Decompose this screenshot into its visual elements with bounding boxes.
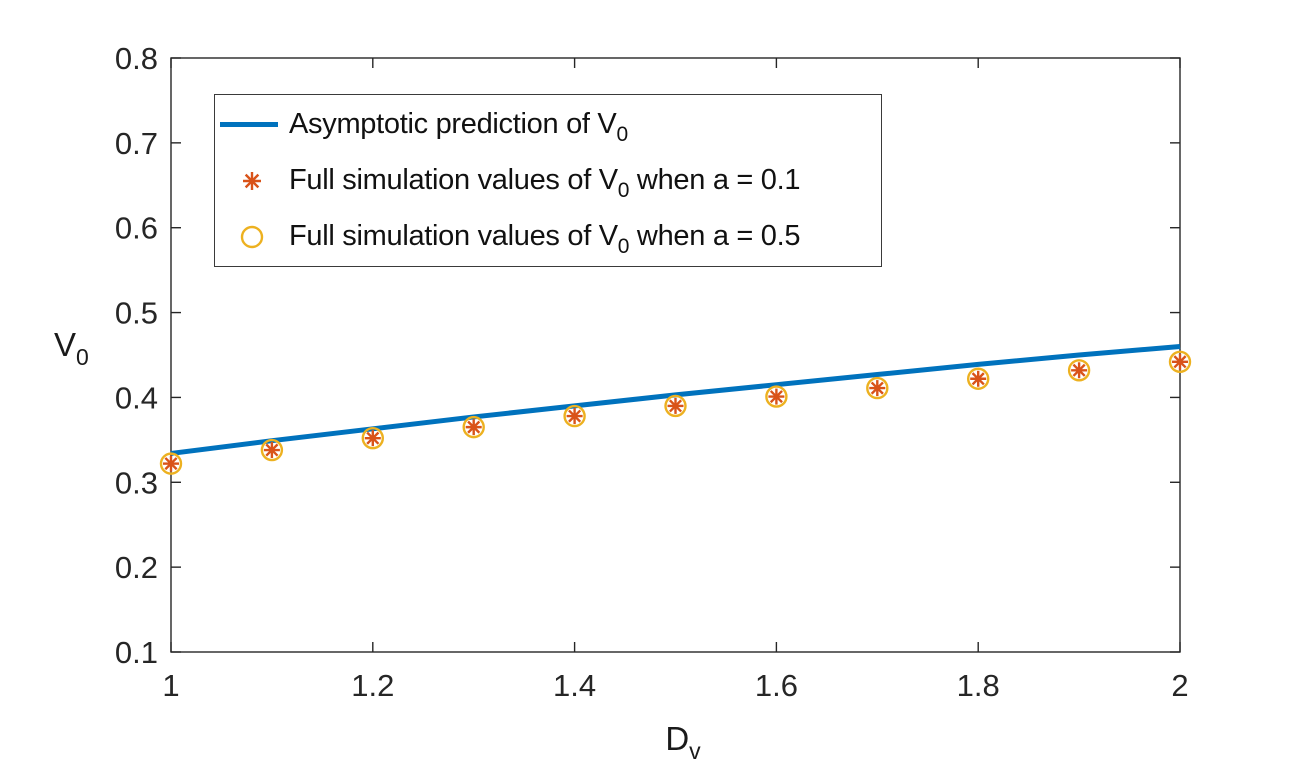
circle-marker: [664, 394, 687, 418]
circle-marker: [563, 404, 586, 428]
circle-marker: [462, 415, 485, 439]
y-axis-label: V0: [54, 326, 89, 370]
asterisk-marker: [1172, 353, 1188, 370]
asterisk-marker: [970, 370, 987, 387]
x-axis-label-subscript: v: [689, 738, 701, 764]
legend-label-text: Asymptotic prediction of V: [289, 107, 617, 140]
y-tick-label: 0.4: [115, 380, 158, 415]
x-tick-label: 2: [1171, 668, 1188, 703]
asterisk-marker: [364, 430, 381, 447]
legend-item-simulation-a-0-1: Full simulation values of V0 when a = 0.…: [215, 154, 881, 208]
y-axis-label-subscript: 0: [76, 344, 89, 370]
circle-marker: [967, 367, 990, 390]
x-tick-label: 1.8: [957, 668, 1000, 703]
asterisk-marker: [243, 171, 261, 190]
asterisk-marker: [1071, 362, 1088, 379]
y-tick-label: 0.8: [115, 41, 158, 76]
x-tick-label: 1.4: [553, 668, 596, 703]
legend-label-text: Full simulation values of V: [289, 164, 618, 196]
legend-sample-asterisk: [215, 168, 289, 194]
y-axis-label-base: V: [54, 326, 77, 363]
circle-marker: [361, 426, 384, 450]
legend-label-subscript: 0: [616, 122, 628, 146]
circle-marker: [866, 376, 889, 400]
asterisk-marker: [263, 442, 280, 459]
x-axis-label: Dv: [665, 720, 700, 764]
legend-label-suffix: when a = 0.5: [629, 220, 801, 253]
x-tick-label: 1.2: [351, 668, 394, 703]
asterisk-marker: [566, 408, 583, 425]
circle-marker: [765, 385, 788, 408]
y-tick-label: 0.5: [115, 296, 158, 331]
asterisk-marker-icon: [243, 171, 261, 190]
legend-sample-circle: [215, 224, 289, 250]
legend-item-asymptotic-prediction: Asymptotic prediction of V0: [215, 97, 881, 151]
asterisk-marker: [163, 455, 179, 472]
circle-marker-icon: [240, 225, 264, 248]
x-tick-label: 1: [162, 668, 179, 703]
legend-box: Asymptotic prediction of V0 Full simulat…: [214, 94, 882, 267]
y-tick-label: 0.7: [115, 126, 158, 161]
circle-marker: [159, 452, 183, 475]
x-tick-label: 1.6: [755, 668, 798, 703]
asterisk-marker: [465, 419, 482, 436]
y-tick-label: 0.6: [115, 211, 158, 246]
legend-label-suffix: when a = 0.1: [629, 164, 801, 196]
y-tick-label: 0.3: [115, 465, 158, 500]
legend-sample-line: [215, 121, 289, 127]
circle-marker: [1168, 350, 1192, 373]
circle-marker: [1067, 359, 1091, 382]
x-axis-label-base: D: [665, 720, 690, 757]
legend-item-simulation-a-0-5: Full simulation values of V0 when a = 0.…: [215, 210, 881, 264]
legend-label: Full simulation values of V0 when a = 0.…: [289, 220, 801, 258]
line-sample-icon: [220, 121, 278, 127]
y-tick-label: 0.1: [115, 635, 158, 670]
legend-label-subscript: 0: [617, 235, 630, 259]
asterisk-marker: [869, 380, 886, 397]
y-tick-label: 0.2: [115, 550, 158, 585]
legend-label: Asymptotic prediction of V0: [289, 107, 628, 146]
asterisk-marker: [768, 388, 785, 405]
circle-marker: [260, 438, 284, 462]
legend-label: Full simulation values of V0 when a = 0.…: [289, 164, 801, 202]
legend-label-text: Full simulation values of V: [289, 220, 618, 253]
legend-label-subscript: 0: [617, 179, 630, 202]
asterisk-marker: [667, 397, 684, 414]
